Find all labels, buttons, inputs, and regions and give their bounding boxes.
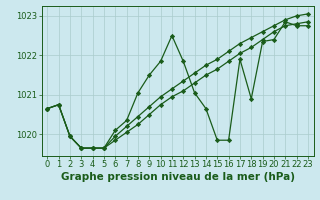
X-axis label: Graphe pression niveau de la mer (hPa): Graphe pression niveau de la mer (hPa) xyxy=(60,172,295,182)
